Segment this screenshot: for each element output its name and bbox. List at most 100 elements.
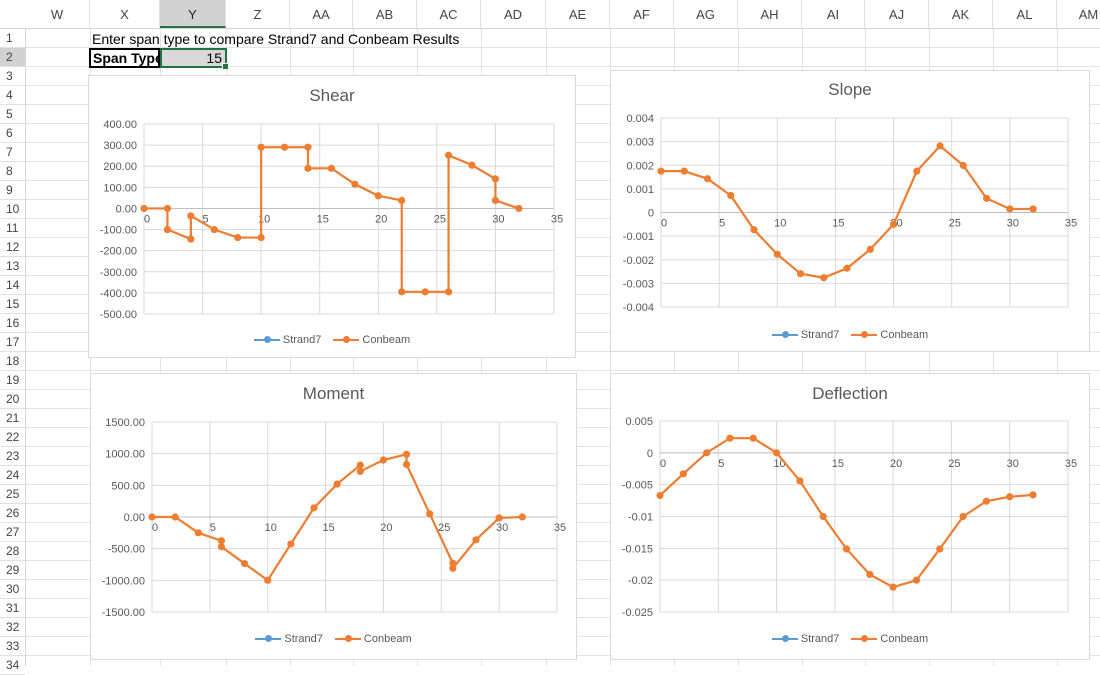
row-header-20[interactable]: 20 [0, 390, 25, 409]
column-header-X[interactable]: X [90, 0, 160, 28]
legend-item-strand7[interactable]: Strand7 [253, 334, 321, 346]
row-header-17[interactable]: 17 [0, 333, 25, 352]
moment-chart[interactable]: 1500.00 1000.00 500.00 0.00 -500.00 -1000.00 -… [90, 373, 577, 660]
row-header-13[interactable]: 13 [0, 257, 25, 276]
data-point [1006, 493, 1014, 501]
chart-title: Slope [828, 80, 872, 99]
row-header-9[interactable]: 9 [0, 181, 25, 200]
row-header-29[interactable]: 29 [0, 561, 25, 580]
legend-marker-icon [253, 336, 280, 343]
y-tick-label: -100.00 [100, 225, 137, 237]
x-tick-label: 0 [661, 218, 667, 230]
column-header-AA[interactable]: AA [290, 0, 353, 28]
slope-chart[interactable]: 0.004 0.003 0.002 0.001 0 -0.001 -0.002 -0.003 -… [610, 70, 1090, 352]
row-header-21[interactable]: 21 [0, 409, 25, 428]
column-header-W[interactable]: W [25, 0, 90, 28]
column-header-AG[interactable]: AG [674, 0, 738, 28]
row-header-6[interactable]: 6 [0, 124, 25, 143]
legend-item-strand7[interactable]: Strand7 [771, 329, 839, 341]
row-header-10[interactable]: 10 [0, 200, 25, 219]
x-tick-label: 35 [1065, 218, 1077, 230]
span-type-label-cell[interactable]: Span Type [89, 48, 163, 68]
data-point [379, 456, 388, 464]
y-tick-label: -0.025 [622, 607, 653, 619]
row-header-23[interactable]: 23 [0, 447, 25, 466]
legend-item-conbeam[interactable]: Conbeam [333, 334, 410, 346]
span-type-input-cell[interactable]: 15 [160, 48, 229, 70]
y-tick-label: 300.00 [103, 140, 137, 152]
row-header-24[interactable]: 24 [0, 466, 25, 485]
row-header-28[interactable]: 28 [0, 542, 25, 561]
data-point [820, 274, 828, 282]
row-header-12[interactable]: 12 [0, 238, 25, 257]
row-header-8[interactable]: 8 [0, 162, 25, 181]
deflection-plot: 0.005 0 -0.005 -0.01 -0.015 -0.02 -0.025 0 5 10 15… [622, 416, 1077, 619]
row-header-26[interactable]: 26 [0, 504, 25, 523]
row-header-16[interactable]: 16 [0, 314, 25, 333]
column-header-Y[interactable]: Y [160, 0, 226, 28]
data-point [257, 143, 265, 151]
column-header-Z[interactable]: Z [226, 0, 290, 28]
legend-item-strand7[interactable]: Strand7 [255, 633, 323, 645]
row-header-3[interactable]: 3 [0, 67, 25, 86]
data-point [982, 497, 990, 505]
row-header-32[interactable]: 32 [0, 618, 25, 637]
data-point [703, 175, 712, 183]
data-point [163, 225, 172, 234]
y-tick-label: -1000.00 [102, 575, 145, 587]
row-header-18[interactable]: 18 [0, 352, 25, 371]
row-header-30[interactable]: 30 [0, 580, 25, 599]
legend-item-conbeam[interactable]: Conbeam [851, 633, 928, 645]
row-header-11[interactable]: 11 [0, 219, 25, 238]
row-header-27[interactable]: 27 [0, 523, 25, 542]
column-header-AJ[interactable]: AJ [865, 0, 929, 28]
legend-item-conbeam[interactable]: Conbeam [851, 329, 928, 341]
legend-marker-icon [771, 635, 798, 642]
row-header-15[interactable]: 15 [0, 295, 25, 314]
column-header-AM[interactable]: AM [1057, 0, 1100, 28]
row-header-2[interactable]: 2 [0, 48, 25, 67]
data-point [889, 583, 897, 591]
data-point [518, 513, 526, 521]
slope-plot: 0.004 0.003 0.002 0.001 0 -0.001 -0.002 -0.003 -… [623, 113, 1077, 314]
x-tick-label: 30 [1007, 458, 1019, 470]
legend-item-conbeam[interactable]: Conbeam [334, 633, 412, 645]
x-tick-label: 10 [258, 213, 270, 225]
data-point [936, 545, 944, 553]
y-tick-label: 400.00 [103, 119, 137, 131]
shear-chart[interactable]: 400.00 300.00 200.00 100.00 0.00 -100.00 -200.… [88, 75, 576, 358]
column-header-AK[interactable]: AK [929, 0, 993, 28]
y-tick-label: -0.003 [623, 278, 654, 290]
data-point [449, 559, 457, 567]
column-header-AD[interactable]: AD [481, 0, 546, 28]
legend-marker-icon [333, 336, 360, 343]
legend-marker-icon [255, 635, 282, 642]
column-header-AF[interactable]: AF [610, 0, 674, 28]
y-tick-label: -1500.00 [102, 607, 145, 619]
y-tick-label: -500.00 [108, 544, 145, 556]
column-header-AC[interactable]: AC [417, 0, 481, 28]
row-header-5[interactable]: 5 [0, 105, 25, 124]
deflection-chart[interactable]: 0.005 0 -0.005 -0.01 -0.015 -0.02 -0.025 0 5 10 15… [610, 373, 1090, 660]
column-header-AB[interactable]: AB [353, 0, 417, 28]
row-header-1[interactable]: 1 [0, 29, 25, 48]
instruction-cell[interactable]: Enter span type to compare Strand7 and C… [92, 31, 460, 47]
row-header-14[interactable]: 14 [0, 276, 25, 295]
column-header-AH[interactable]: AH [738, 0, 802, 28]
fill-handle[interactable] [222, 63, 229, 70]
row-header-7[interactable]: 7 [0, 143, 25, 162]
column-header-AL[interactable]: AL [993, 0, 1057, 28]
chart-title: Deflection [812, 384, 888, 403]
data-point [351, 180, 359, 188]
row-header-25[interactable]: 25 [0, 485, 25, 504]
row-header-19[interactable]: 19 [0, 371, 25, 390]
row-header-4[interactable]: 4 [0, 86, 25, 105]
legend-item-strand7[interactable]: Strand7 [771, 633, 839, 645]
x-tick-label: 5 [210, 522, 216, 534]
row-header-31[interactable]: 31 [0, 599, 25, 618]
data-point [304, 164, 312, 172]
row-header-33[interactable]: 33 [0, 637, 25, 656]
column-header-AI[interactable]: AI [802, 0, 865, 28]
column-header-AE[interactable]: AE [546, 0, 610, 28]
row-header-22[interactable]: 22 [0, 428, 25, 447]
